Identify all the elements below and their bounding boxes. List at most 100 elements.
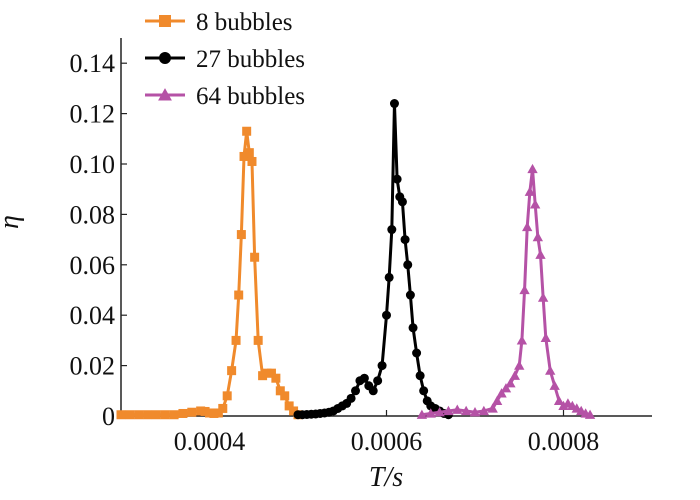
legend-entry: 8 bubbles (145, 9, 293, 36)
data-point (244, 148, 254, 158)
y-ticks: 0 0.02 0.04 0.06 0.08 0.10 0.12 0.14 (70, 49, 127, 431)
series-2 (293, 99, 453, 420)
data-point (234, 290, 244, 300)
data-point (527, 163, 538, 174)
data-point (397, 197, 407, 207)
data-point (491, 395, 503, 406)
data-point (250, 252, 260, 262)
data-point (530, 199, 541, 209)
data-point (425, 408, 436, 418)
data-point (537, 292, 549, 302)
x-axis-label: T/s (369, 462, 403, 493)
y-tick-label: 0.14 (70, 49, 116, 78)
legend-label: 64 bubbles (196, 83, 305, 110)
data-point (169, 410, 179, 420)
legend-swatch-marker (159, 52, 171, 64)
data-point (178, 408, 188, 418)
legend-entry: 64 bubbles (145, 83, 305, 110)
data-point (392, 174, 402, 184)
data-point (487, 403, 498, 413)
y-tick-label: 0 (102, 402, 115, 431)
data-point (505, 378, 516, 388)
data-point (519, 284, 530, 295)
data-point (403, 260, 413, 270)
data-point (266, 368, 276, 378)
y-tick-label: 0.10 (70, 150, 116, 179)
data-point (143, 410, 153, 420)
legend-label: 8 bubbles (196, 9, 293, 36)
x-tick-label: 0.0004 (174, 427, 246, 456)
data-point (253, 335, 263, 345)
data-point (443, 405, 454, 416)
data-point (359, 373, 369, 383)
y-axis-label: η (0, 215, 25, 229)
legend: 8 bubbles 27 bubbles 64 bubbles (145, 9, 305, 110)
data-point (213, 408, 223, 418)
data-point (408, 323, 418, 333)
y-tick-label: 0.12 (70, 100, 116, 129)
data-point (236, 230, 246, 240)
data-point (434, 407, 445, 417)
data-point (532, 231, 544, 242)
data-point (452, 404, 463, 414)
series-line (298, 102, 449, 417)
data-point (412, 348, 422, 358)
data-point (496, 388, 507, 398)
data-point (540, 332, 551, 343)
data-point (368, 386, 378, 396)
data-point (415, 371, 425, 381)
data-point (389, 99, 399, 109)
data-point (549, 380, 560, 390)
data-point (134, 410, 144, 420)
data-point (280, 391, 290, 401)
data-point (116, 410, 126, 420)
data-point (516, 335, 528, 345)
data-point (218, 403, 228, 413)
data-point (387, 225, 397, 235)
data-point (416, 409, 428, 419)
y-tick-label: 0.02 (70, 352, 116, 381)
data-point (125, 410, 135, 420)
data-point (384, 272, 394, 282)
data-point (377, 361, 387, 371)
data-point (247, 156, 257, 166)
data-point (514, 360, 525, 370)
data-point (160, 410, 170, 420)
series-1 (116, 126, 303, 420)
data-point (509, 370, 520, 380)
data-point (469, 407, 481, 417)
data-point (382, 310, 391, 320)
data-point (231, 335, 241, 345)
data-point (242, 126, 252, 136)
y-tick-label: 0.04 (70, 301, 116, 330)
y-tick-label: 0.08 (70, 200, 116, 229)
legend-swatch-marker (159, 15, 171, 27)
data-point (346, 393, 356, 403)
data-point (500, 383, 512, 393)
data-point (400, 235, 410, 245)
data-point (478, 405, 490, 416)
data-point (545, 365, 556, 375)
series-3 (416, 163, 596, 419)
data-point (271, 373, 281, 383)
data-point (284, 401, 294, 411)
series-group (116, 99, 596, 420)
data-point (275, 386, 285, 396)
x-ticks: 0.0004 0.0006 0.0008 (174, 410, 599, 456)
data-point (222, 391, 232, 401)
series-line (421, 167, 591, 417)
data-point (584, 409, 596, 419)
y-tick-label: 0.06 (70, 251, 116, 280)
data-point (460, 405, 472, 416)
legend-label: 27 bubbles (196, 46, 305, 73)
data-point (351, 386, 361, 396)
data-point (558, 400, 569, 411)
data-point (553, 395, 565, 406)
data-point (524, 186, 536, 196)
data-point (239, 151, 249, 161)
data-point (227, 366, 237, 376)
legend-swatch-marker (158, 88, 172, 101)
data-point (535, 249, 546, 259)
data-point (151, 410, 161, 420)
